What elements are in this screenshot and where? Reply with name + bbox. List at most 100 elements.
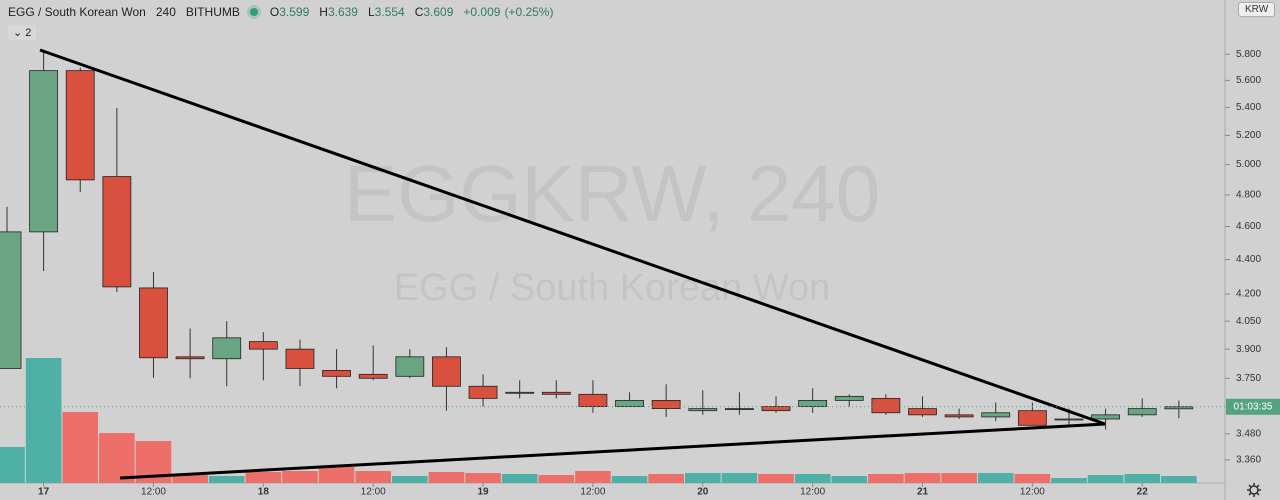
candle-body — [212, 337, 242, 360]
interval[interactable]: 240 — [155, 5, 176, 19]
candle-body — [29, 70, 59, 233]
volume-bar — [1124, 474, 1161, 483]
volume-bar — [648, 474, 684, 483]
ohlc-value: 3.639 — [327, 5, 358, 19]
x-tick-label: 18 — [258, 487, 270, 498]
y-tick-label: 4.600 — [1236, 221, 1261, 232]
volume-bar — [501, 474, 538, 483]
volume-bar — [99, 433, 135, 483]
candle-body — [322, 370, 351, 377]
candle-body — [651, 400, 681, 410]
trend-line[interactable] — [39, 48, 1106, 426]
candle-body — [65, 70, 95, 181]
volume-bar — [62, 412, 99, 483]
candle-body — [1127, 408, 1157, 416]
volume-bar — [428, 472, 465, 483]
x-tick-label: 19 — [477, 487, 489, 498]
indicator-count: 2 — [25, 27, 32, 39]
volume-bar — [977, 473, 1014, 483]
volume-bar — [1051, 478, 1087, 483]
volume-bar — [794, 474, 831, 483]
volume-bar — [172, 475, 208, 483]
volume-bar — [721, 473, 758, 483]
candle-body — [1091, 414, 1120, 420]
currency-button[interactable]: KRW — [1238, 2, 1276, 17]
candle-body — [578, 393, 608, 407]
ohlc-label: O — [269, 5, 280, 19]
y-tick-label: 3.900 — [1236, 344, 1261, 355]
last-price-countdown: 01:03:35 — [1234, 401, 1273, 412]
volume-bar — [1161, 476, 1197, 483]
candle-body — [1017, 410, 1047, 426]
x-tick-label: 22 — [1137, 487, 1149, 498]
volume-bar — [868, 474, 904, 483]
legend-header: EGG / South Korean Won 240 BITHUMB O 3.59… — [8, 5, 553, 19]
volume-bar — [575, 471, 611, 483]
trend-line[interactable] — [119, 422, 1106, 480]
candle-body — [468, 385, 498, 399]
candle-body — [175, 356, 205, 360]
volume-bar — [355, 471, 392, 483]
watermark-subtitle: EGG / South Korean Won — [394, 267, 831, 309]
y-tick-label: 4.200 — [1236, 289, 1261, 300]
candle-body — [139, 287, 168, 359]
last-price-box — [1226, 398, 1280, 415]
candle-body — [798, 400, 828, 407]
y-tick-label: 3.480 — [1236, 428, 1261, 439]
candle-body — [981, 412, 1011, 418]
change-percent: (+0.25%) — [504, 5, 554, 19]
x-tick-label: 12:00 — [1020, 487, 1045, 498]
volume-bar — [758, 474, 794, 483]
x-tick-label: 12:00 — [141, 487, 166, 498]
ohlc-label: L — [367, 5, 375, 19]
x-tick-label: 12:00 — [361, 487, 386, 498]
candle-body — [871, 397, 901, 414]
y-tick-label: 4.050 — [1236, 316, 1261, 327]
volume-bar — [208, 476, 245, 483]
candle-body — [725, 408, 754, 411]
indicator-toggle[interactable]: ⌄ 2 — [8, 25, 37, 40]
volume-layer — [0, 358, 1197, 483]
volume-bar — [684, 473, 721, 483]
candle-body — [0, 231, 22, 369]
settings-icon[interactable] — [1247, 483, 1261, 497]
ohlc-label: H — [319, 5, 328, 19]
change: +0.009 — [463, 5, 501, 19]
candle-body — [834, 395, 864, 401]
exchange: BITHUMB — [185, 5, 240, 19]
y-tick-label: 3.360 — [1236, 455, 1261, 466]
candle-body — [248, 341, 278, 350]
volume-bar — [831, 476, 868, 483]
x-tick-label: 21 — [917, 487, 929, 498]
candle-body — [541, 391, 571, 395]
candle-body — [432, 356, 461, 387]
x-tick-label: 17 — [38, 487, 50, 498]
volume-bar — [25, 358, 62, 483]
candle-body — [358, 373, 388, 379]
volume-bar — [538, 475, 575, 483]
y-tick-label: 4.400 — [1236, 254, 1261, 265]
candle-body — [505, 391, 535, 394]
candle-body — [1164, 406, 1194, 410]
y-tick-label: 5.600 — [1236, 75, 1261, 86]
volume-bar — [0, 447, 25, 483]
ohlc-value: 3.599 — [279, 5, 310, 19]
ohlc-label: C — [414, 5, 424, 19]
volume-bar — [611, 476, 648, 483]
candle-body — [908, 408, 937, 416]
volume-bar — [282, 471, 318, 483]
ohlc-value: 3.554 — [374, 5, 405, 19]
candle-body — [688, 408, 718, 412]
x-tick-label: 12:00 — [800, 487, 825, 498]
candle-body — [944, 414, 974, 418]
symbol[interactable]: EGG / South Korean Won — [8, 5, 146, 19]
y-tick-label: 5.000 — [1236, 159, 1261, 170]
candle-body — [285, 348, 315, 369]
candle-body — [615, 400, 644, 407]
x-tick-label: 12:00 — [580, 487, 605, 498]
candle-layer — [0, 49, 1194, 430]
x-tick-label: 20 — [697, 487, 709, 498]
watermark-title: EGGKRW, 240 — [344, 149, 881, 238]
